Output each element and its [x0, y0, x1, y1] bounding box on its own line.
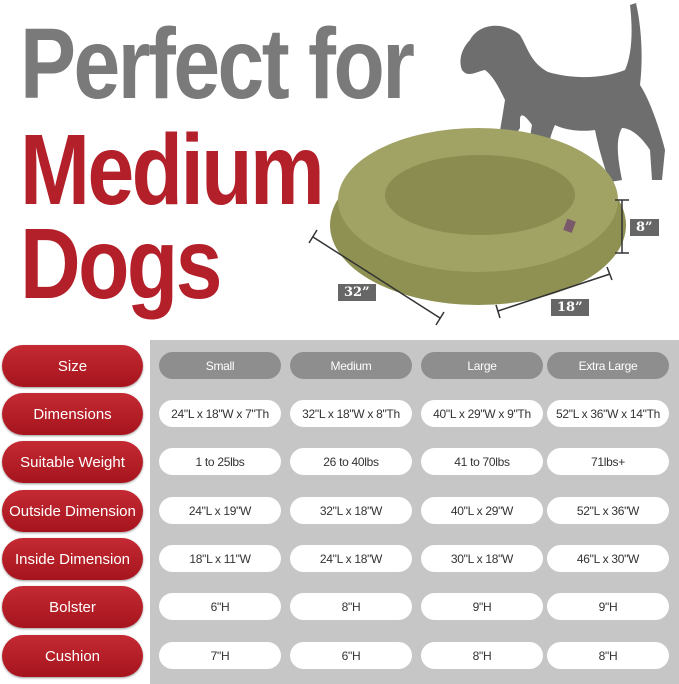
- size-header: Extra Large: [547, 352, 669, 379]
- table-cell: 40"L x 29"W x 9"Th: [421, 400, 543, 427]
- table-cell: 9"H: [421, 593, 543, 620]
- row-label: Bolster: [2, 586, 143, 628]
- table-cell: 8"H: [421, 642, 543, 669]
- table-cell: 41 to 70lbs: [421, 448, 543, 475]
- table-cell: 71lbs+: [547, 448, 669, 475]
- table-cell: 7"H: [159, 642, 281, 669]
- table-cell: 24"L x 18"W x 7"Th: [159, 400, 281, 427]
- table-cell: 9"H: [547, 593, 669, 620]
- product-illustration: [308, 3, 665, 326]
- row-label: Size: [2, 345, 143, 387]
- width-label: 18”: [551, 299, 589, 316]
- dimension-lines: [308, 199, 629, 326]
- length-label: 32”: [338, 284, 376, 301]
- table-cell: 26 to 40lbs: [290, 448, 412, 475]
- table-cell: 6"H: [290, 642, 412, 669]
- size-header: Large: [421, 352, 543, 379]
- size-header: Small: [159, 352, 281, 379]
- row-label: Outside Dimension: [2, 490, 143, 532]
- table-cell: 52"L x 36"W: [547, 497, 669, 524]
- headline-line-3: Dogs: [20, 208, 222, 320]
- row-label: Dimensions: [2, 393, 143, 435]
- table-cell: 24"L x 18"W: [290, 545, 412, 572]
- table-cell: 24"L x 19"W: [159, 497, 281, 524]
- table-cell: 8"H: [547, 642, 669, 669]
- table-cell: 6"H: [159, 593, 281, 620]
- row-label: Suitable Weight: [2, 441, 143, 483]
- table-cell: 32"L x 18"W: [290, 497, 412, 524]
- height-label: 8”: [630, 219, 659, 236]
- table-cell: 46"L x 30"W: [547, 545, 669, 572]
- row-label: Cushion: [2, 635, 143, 677]
- headline-line-2: Medium: [20, 114, 325, 226]
- table-cell: 52"L x 36"W x 14"Th: [547, 400, 669, 427]
- table-cell: 18"L x 11"W: [159, 545, 281, 572]
- dog-bed-image: [330, 128, 626, 305]
- size-header: Medium: [290, 352, 412, 379]
- table-cell: 1 to 25lbs: [159, 448, 281, 475]
- table-cell: 40"L x 29"W: [421, 497, 543, 524]
- table-cell: 8"H: [290, 593, 412, 620]
- table-cell: 32"L x 18"W x 8"Th: [290, 400, 412, 427]
- table-cell: 30"L x 18"W: [421, 545, 543, 572]
- headline-line-1: Perfect for: [20, 8, 415, 120]
- row-label: Inside Dimension: [2, 538, 143, 580]
